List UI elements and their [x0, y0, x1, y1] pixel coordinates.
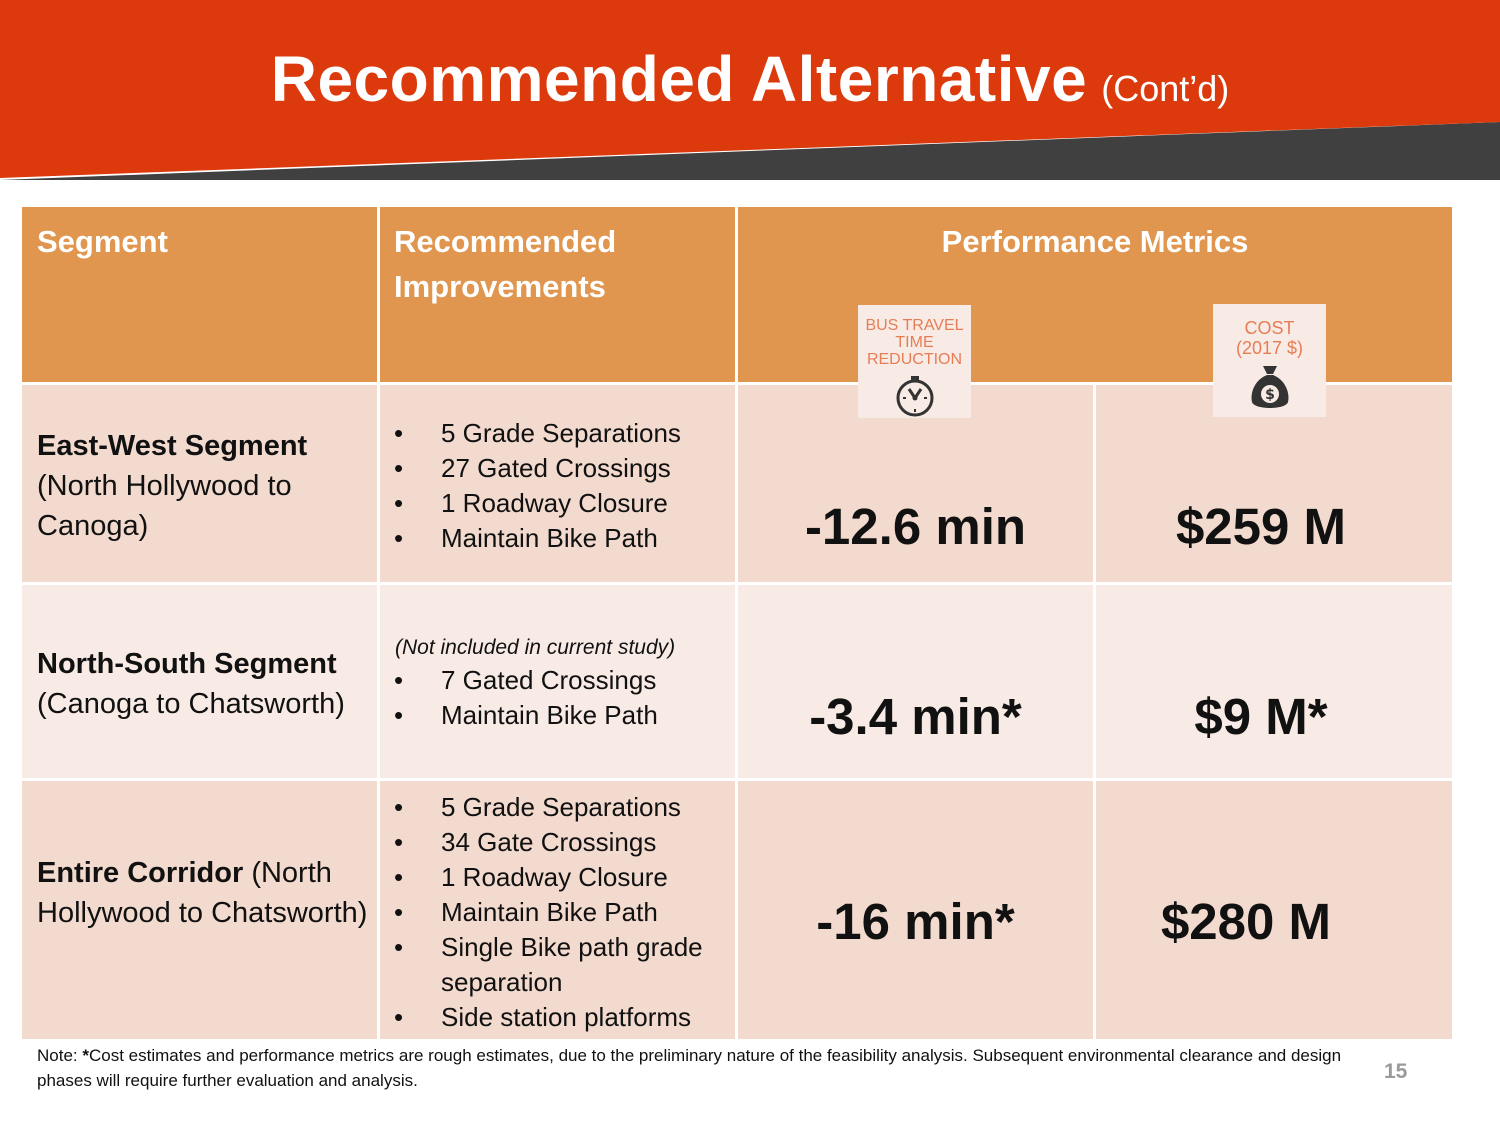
segment-entire-corridor: Entire Corridor (North Hollywood to Chat…	[22, 853, 372, 933]
cost-badge: COST (2017 $) $	[1213, 304, 1326, 417]
segment-name: Entire Corridor	[37, 857, 244, 889]
segment-name: East-West Segment	[37, 430, 308, 462]
footnote-prefix: Note:	[37, 1046, 83, 1065]
improvements-list: 5 Grade Separations 34 Gate Crossings 1 …	[380, 790, 710, 1035]
header-improvements: Recommended Improvements	[394, 219, 616, 309]
bus-time-label-line3: REDUCTION	[866, 351, 963, 368]
row-divider	[22, 778, 1452, 781]
bus-time-value: -3.4 min*	[809, 688, 1022, 745]
list-item: Maintain Bike Path	[380, 895, 710, 930]
bus-time-label-line1: BUS TRAVEL	[865, 317, 964, 334]
header-improvements-line1: Recommended	[394, 224, 617, 259]
segment-detail: (North Hollywood to Canoga)	[37, 470, 292, 542]
cost-value: $9 M*	[1194, 688, 1328, 745]
stopwatch-icon	[896, 376, 933, 417]
segment-name: North-South Segment	[37, 648, 337, 680]
list-item: Maintain Bike Path	[380, 521, 730, 556]
svg-text:$: $	[1265, 387, 1275, 403]
column-divider	[735, 207, 738, 1039]
bus-time-label-line2: TIME	[895, 334, 934, 351]
page-title: Recommended Alternative (Cont’d)	[0, 42, 1500, 116]
segment-north-south: North-South Segment (Canoga to Chatswort…	[22, 644, 372, 724]
segment-detail: (Canoga to Chatsworth)	[37, 688, 345, 720]
banner-shape	[0, 0, 1500, 180]
header-segment: Segment	[37, 224, 168, 259]
list-item: 27 Gated Crossings	[380, 451, 730, 486]
bus-time-value: -16 min*	[816, 893, 1015, 950]
row-divider	[22, 382, 1452, 385]
cost-value: $259 M	[1175, 498, 1347, 555]
cost-label-line1: COST	[1244, 318, 1295, 338]
footnote: Note: *Cost estimates and performance me…	[37, 1043, 1357, 1093]
column-divider	[1093, 385, 1096, 1039]
list-item: Single Bike path grade separation	[380, 930, 710, 1000]
cost-label-line2: (2017 $)	[1235, 338, 1304, 358]
bus-travel-time-reduction-badge: BUS TRAVEL TIME REDUCTION	[858, 305, 971, 418]
row-divider	[22, 582, 1452, 585]
money-bag-icon: $	[1251, 366, 1288, 408]
footnote-text: Cost estimates and performance metrics a…	[37, 1046, 1342, 1090]
segment-detail: (North Hollywood to Chatsworth)	[37, 857, 368, 929]
not-included-note: (Not included in current study)	[395, 636, 676, 659]
header-performance-metrics: Performance Metrics	[941, 224, 1249, 259]
improvements-list: 5 Grade Separations 27 Gated Crossings 1…	[380, 416, 730, 556]
list-item: 5 Grade Separations	[380, 790, 710, 825]
list-item: 34 Gate Crossings	[380, 825, 710, 860]
page-number: 15	[1384, 1060, 1408, 1083]
title-banner: Recommended Alternative (Cont’d)	[0, 0, 1500, 180]
list-item: Side station platforms	[380, 1000, 710, 1035]
title-sub: (Cont’d)	[1101, 68, 1230, 109]
cost-value: $280 M	[1160, 893, 1332, 950]
footnote-star: *	[82, 1046, 89, 1065]
list-item: 1 Roadway Closure	[380, 486, 730, 521]
title-main: Recommended Alternative	[270, 43, 1088, 115]
segment-east-west: East-West Segment (North Hollywood to Ca…	[22, 426, 372, 546]
improvements-list: 7 Gated Crossings Maintain Bike Path	[380, 663, 730, 733]
list-item: Maintain Bike Path	[380, 698, 730, 733]
list-item: 5 Grade Separations	[380, 416, 730, 451]
column-divider	[377, 207, 380, 1039]
bus-time-value: -12.6 min	[804, 498, 1027, 555]
list-item: 7 Gated Crossings	[380, 663, 730, 698]
header-improvements-line2: Improvements	[394, 269, 606, 304]
list-item: 1 Roadway Closure	[380, 860, 710, 895]
recommendations-table: Segment Recommended Improvements Perform…	[22, 207, 1452, 1039]
